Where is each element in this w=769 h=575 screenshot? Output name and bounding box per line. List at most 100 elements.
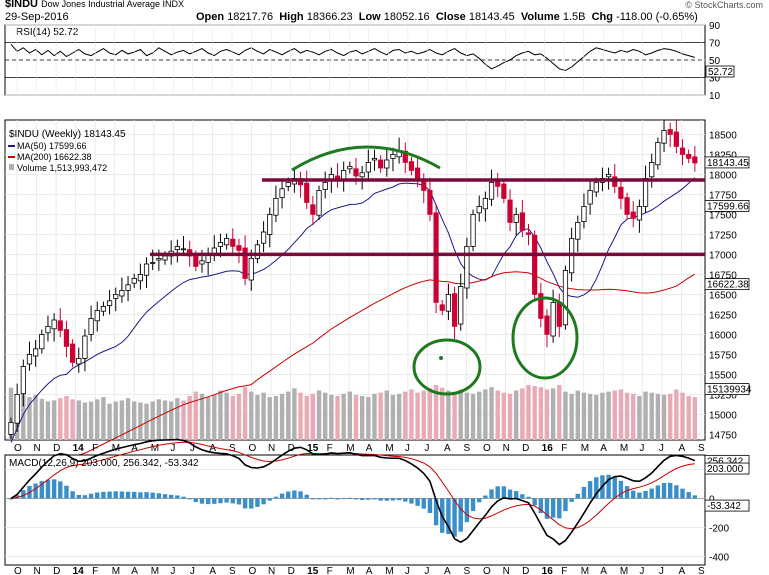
macd-histogram-bar xyxy=(631,490,636,499)
volume-bar xyxy=(440,387,445,440)
candle-body xyxy=(655,141,661,166)
macd-right-label: 203.000 xyxy=(707,464,744,475)
circle-annotation-jan16 xyxy=(511,296,579,380)
x-tick-label: J xyxy=(639,566,644,575)
volume-bar xyxy=(249,391,254,440)
macd-histogram-bar xyxy=(58,481,63,499)
x-tick-label: M xyxy=(581,443,589,454)
x-tick-label: D xyxy=(288,443,295,454)
volume-bar xyxy=(409,389,414,440)
x-tick-label: S xyxy=(698,443,705,454)
volume-bar xyxy=(359,396,365,440)
candle-body xyxy=(408,161,415,171)
candle-body xyxy=(495,181,501,187)
legend-ma200: MA(200) 16622.38 xyxy=(17,152,92,162)
macd-histogram-bar xyxy=(156,493,162,499)
candle-body xyxy=(45,325,51,334)
macd-title: MACD(12,26,9) 203.000, 256.342, -53.342 xyxy=(9,458,199,469)
candle-body xyxy=(70,343,76,363)
x-tick-label: D xyxy=(288,566,295,575)
volume-bar xyxy=(446,390,451,440)
x-tick-label: N xyxy=(268,443,275,454)
close-value: 18143.45 xyxy=(468,11,515,23)
x-tick-label: M xyxy=(346,443,354,454)
volume-bar xyxy=(255,394,260,440)
macd-right-label: 256.342 xyxy=(707,456,744,467)
candle-body xyxy=(642,177,649,207)
macd-histogram-bar xyxy=(495,486,500,499)
x-tick-label: 16 xyxy=(542,566,554,575)
volume-bar xyxy=(631,393,636,440)
volume-bar xyxy=(107,403,112,440)
x-tick-label: S xyxy=(229,443,236,454)
x-tick-label: M xyxy=(581,566,589,575)
candle-body xyxy=(624,197,630,215)
candle-body xyxy=(439,304,445,311)
macd-x-axis: O N D 14 F M A M J J A S O N D 15 F M A M J J A S O N D 16 F M A M J J A S xyxy=(14,566,705,575)
macd-histogram-bar xyxy=(489,489,494,499)
candle-body xyxy=(513,213,519,223)
volume-bar xyxy=(181,400,186,440)
macd-histogram-bar xyxy=(236,498,242,505)
volume-bar xyxy=(279,393,285,440)
candle-body xyxy=(482,197,488,210)
volume-bar xyxy=(686,396,691,440)
macd-histogram-bar xyxy=(267,498,272,501)
x-tick-label: M xyxy=(385,443,393,454)
macd-histogram-bar xyxy=(341,498,346,500)
x-tick-label: M xyxy=(346,566,354,575)
macd-histogram-bar xyxy=(415,498,420,506)
candle-body xyxy=(51,319,57,330)
volume-bar xyxy=(507,393,513,440)
price-tick-label: 17250 xyxy=(709,230,737,241)
volume-bar xyxy=(125,398,131,440)
macd-histogram-bar xyxy=(563,498,568,512)
candle-body xyxy=(458,285,464,325)
macd-histogram-bar xyxy=(692,495,698,499)
candle-body xyxy=(519,212,525,231)
candle-body xyxy=(26,353,33,365)
x-tick-label: N xyxy=(268,566,275,575)
macd-histogram-bar xyxy=(255,498,260,507)
macd-histogram-bar xyxy=(70,491,75,499)
price-x-axis: O N D 14 F M A M J J A S O N D 15 F M A M J J A S O N D 16 F M A M J J A S xyxy=(14,443,705,454)
candle-body xyxy=(39,333,45,350)
rsi-tick-label: 90 xyxy=(709,21,721,32)
x-tick-label: M xyxy=(112,566,120,575)
volume-bar xyxy=(680,392,685,440)
price-tick-label: 16250 xyxy=(709,310,737,321)
candle-body xyxy=(76,357,82,365)
chg-value: -118.00 (-0.65%) xyxy=(616,11,698,23)
macd-histogram-bar xyxy=(218,498,223,504)
candle-body xyxy=(57,320,63,331)
legend-price: $INDU (Weekly) 18143.45 xyxy=(9,129,126,140)
x-tick-label: A xyxy=(444,443,451,454)
macd-histogram-bar xyxy=(138,492,143,499)
x-tick-label: O xyxy=(249,566,257,575)
header-date: 29-Sep-2016 xyxy=(5,11,69,23)
volume-bar xyxy=(39,398,45,440)
candle-body xyxy=(476,205,482,214)
volume-bar xyxy=(212,394,217,440)
macd-histogram-bar xyxy=(507,489,513,499)
volume-bar xyxy=(557,385,562,440)
candle-body xyxy=(119,289,125,297)
macd-panel: MACD(12,26,9) 203.000, 256.342, -53.342 … xyxy=(4,438,750,566)
candle-body xyxy=(673,131,679,147)
x-tick-label: 16 xyxy=(542,443,554,454)
volume-bar xyxy=(8,387,14,440)
volume-bar xyxy=(618,389,624,440)
macd-histogram-bar xyxy=(181,496,186,499)
macd-histogram-bar xyxy=(175,495,180,499)
x-tick-label: O xyxy=(14,566,22,575)
macd-histogram-bar xyxy=(199,498,205,504)
x-tick-label: M xyxy=(620,566,628,575)
macd-histogram-bar xyxy=(594,477,599,499)
volume-bar xyxy=(187,396,192,440)
candle-body xyxy=(100,305,107,312)
candle-body xyxy=(575,221,581,240)
macd-histogram-bar xyxy=(335,498,340,500)
volume-bar xyxy=(218,390,223,440)
candle-body xyxy=(464,245,470,289)
volume-bar xyxy=(45,401,51,440)
